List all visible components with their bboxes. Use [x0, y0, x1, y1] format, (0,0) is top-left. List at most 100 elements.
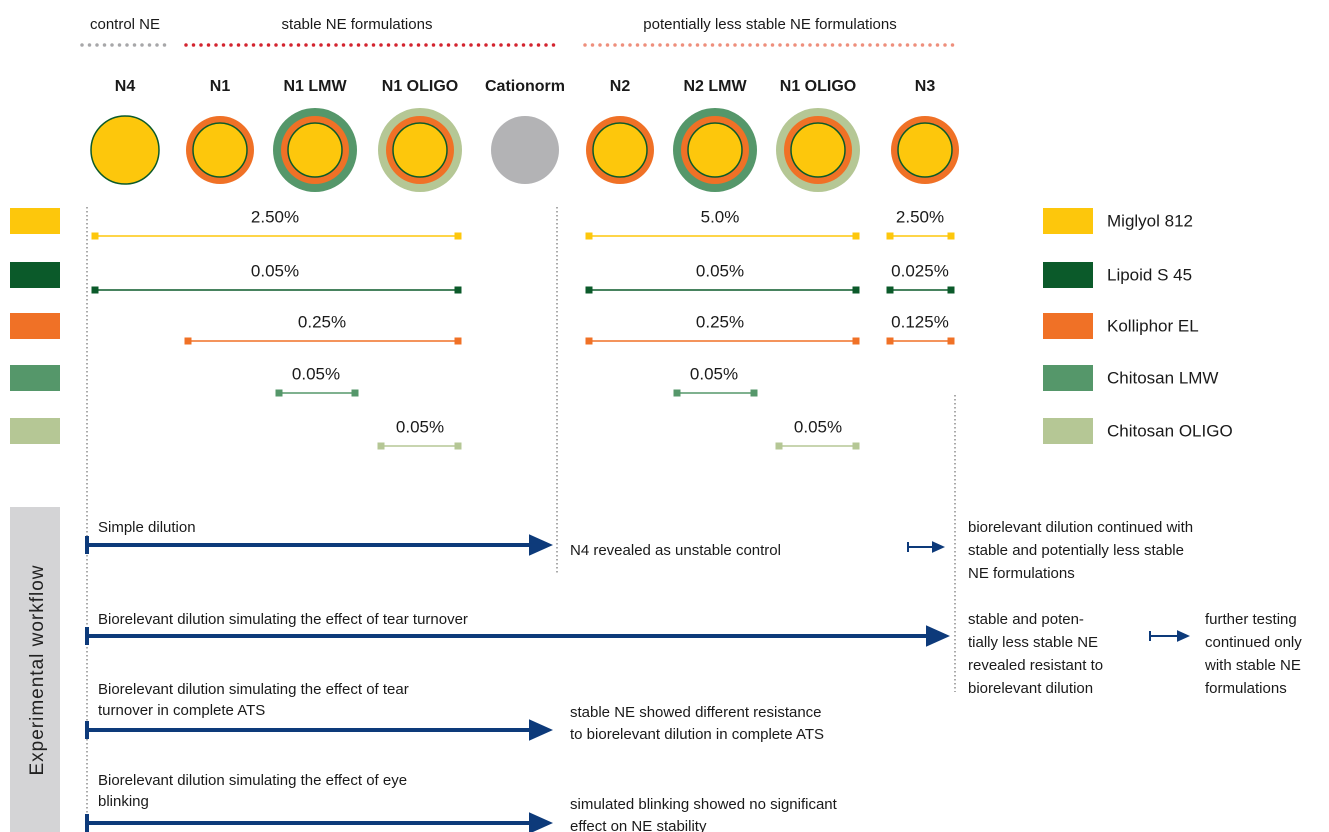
step-description: Biorelevant dilution simulating the effe… — [98, 611, 468, 628]
legend-swatch — [10, 208, 60, 234]
range-end — [852, 337, 860, 345]
arrow-head — [932, 541, 945, 553]
range-end — [886, 286, 894, 294]
legend-label: Lipoid S 45 — [1107, 265, 1192, 284]
droplet-core — [897, 122, 953, 178]
droplet-core — [287, 122, 343, 178]
legend-swatch — [10, 365, 60, 391]
range-end — [886, 232, 894, 240]
step-description: blinking — [98, 793, 149, 810]
formulation-label: N2 LMW — [683, 78, 747, 95]
range-end — [585, 232, 593, 240]
legend-label: Chitosan OLIGO — [1107, 421, 1233, 440]
concentration-label: 0.05% — [696, 261, 744, 280]
range-end — [454, 232, 462, 240]
droplet-core — [392, 122, 448, 178]
droplet-core — [592, 122, 648, 178]
step-outcome: N4 revealed as unstable control — [570, 542, 781, 559]
step-outcome: to biorelevant dilution in complete ATS — [570, 726, 824, 743]
arrow-head — [529, 719, 553, 741]
concentration-label: 2.50% — [896, 207, 944, 226]
legend-swatch — [1043, 208, 1093, 234]
legend-swatch — [1043, 365, 1093, 391]
step-outcome: further testing — [1205, 611, 1297, 628]
step-outcome: revealed resistant to — [968, 657, 1103, 674]
droplet-core — [790, 122, 846, 178]
range-end — [852, 286, 860, 294]
range-end — [947, 286, 955, 294]
range-end — [184, 337, 192, 345]
concentration-label: 0.025% — [891, 261, 949, 280]
concentration-label: 0.125% — [891, 312, 949, 331]
formulation-label: Cationorm — [485, 78, 565, 95]
legend-label: Kolliphor EL — [1107, 316, 1199, 335]
range-end — [454, 337, 462, 345]
concentration-label: 0.05% — [292, 364, 340, 383]
range-end — [947, 337, 955, 345]
legend-swatch — [1043, 418, 1093, 444]
legend-swatch — [10, 418, 60, 444]
concentration-label: 0.05% — [690, 364, 738, 383]
range-end — [947, 232, 955, 240]
legend-swatch — [1043, 262, 1093, 288]
formulation-label: N1 OLIGO — [382, 78, 458, 95]
arrow-head — [529, 534, 553, 556]
concentration-label: 0.25% — [298, 312, 346, 331]
range-end — [852, 232, 860, 240]
group-label: potentially less stable NE formulations — [643, 16, 896, 33]
step-outcome: stable NE showed different resistance — [570, 704, 822, 721]
workflow-label: Experimental workflow — [27, 564, 48, 775]
range-end — [673, 389, 681, 397]
range-end — [91, 232, 99, 240]
step-description: Biorelevant dilution simulating the effe… — [98, 681, 409, 698]
step-outcome: NE formulations — [968, 565, 1075, 582]
legend-swatch — [10, 313, 60, 339]
range-end — [886, 337, 894, 345]
range-end — [852, 442, 860, 450]
range-end — [775, 442, 783, 450]
range-end — [91, 286, 99, 294]
range-end — [351, 389, 359, 397]
legend-label: Chitosan LMW — [1107, 368, 1218, 387]
droplet-core — [687, 122, 743, 178]
arrow-head — [529, 812, 553, 832]
step-description: Simple dilution — [98, 519, 196, 536]
range-end — [454, 442, 462, 450]
step-outcome: continued only — [1205, 634, 1302, 651]
concentration-label: 0.05% — [251, 261, 299, 280]
step-outcome: biorelevant dilution — [968, 680, 1093, 697]
concentration-label: 0.25% — [696, 312, 744, 331]
legend-label: Miglyol 812 — [1107, 211, 1193, 230]
step-outcome: simulated blinking showed no significant — [570, 796, 838, 813]
step-outcome: biorelevant dilution continued with — [968, 519, 1193, 536]
droplet — [491, 116, 559, 184]
group-label: control NE — [90, 16, 160, 33]
workflow-band — [10, 507, 60, 832]
concentration-label: 2.50% — [251, 207, 299, 226]
step-description: Biorelevant dilution simulating the effe… — [98, 772, 407, 789]
formulation-label: N4 — [115, 78, 136, 95]
range-end — [750, 389, 758, 397]
step-outcome: effect on NE stability — [570, 818, 707, 832]
step-description: turnover in complete ATS — [98, 702, 265, 719]
droplet-core — [90, 115, 160, 185]
range-end — [454, 286, 462, 294]
formulation-label: N2 — [610, 78, 631, 95]
range-end — [585, 337, 593, 345]
concentration-label: 0.05% — [794, 417, 842, 436]
formulation-label: N1 OLIGO — [780, 78, 856, 95]
step-outcome: tially less stable NE — [968, 634, 1098, 651]
legend-swatch — [1043, 313, 1093, 339]
step-outcome: stable and poten- — [968, 611, 1084, 628]
formulation-label: N3 — [915, 78, 936, 95]
range-end — [377, 442, 385, 450]
concentration-label: 5.0% — [701, 207, 740, 226]
droplet-core — [192, 122, 248, 178]
arrow-head — [926, 625, 950, 647]
arrow-head — [1177, 630, 1190, 642]
range-end — [585, 286, 593, 294]
formulation-label: N1 — [210, 78, 231, 95]
concentration-label: 0.05% — [396, 417, 444, 436]
group-label: stable NE formulations — [282, 16, 433, 33]
